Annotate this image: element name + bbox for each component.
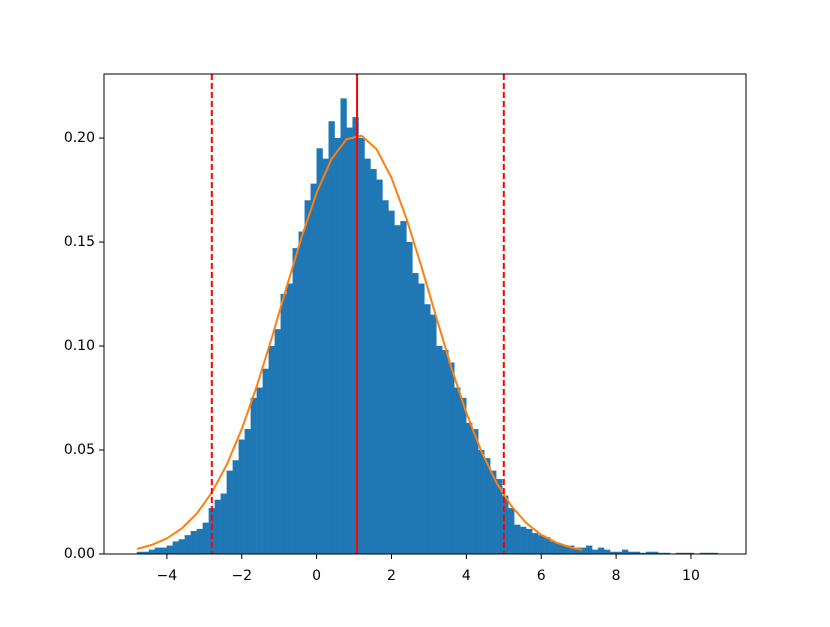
bar (334, 137, 341, 555)
bar (220, 493, 227, 555)
bar (298, 231, 305, 555)
bar (460, 397, 467, 555)
x-tick-label: 4 (462, 568, 471, 584)
bar (280, 293, 287, 555)
bar (226, 470, 233, 555)
bar (202, 522, 209, 555)
bar (346, 127, 353, 555)
bar (430, 314, 437, 555)
bar (508, 508, 515, 555)
bar (591, 549, 599, 555)
bar (586, 545, 593, 555)
bar (448, 362, 455, 555)
x-tick-label: 6 (537, 568, 546, 584)
bar (394, 225, 401, 555)
bar (406, 241, 413, 555)
bar (520, 526, 527, 555)
bar (256, 387, 263, 555)
bar (178, 539, 186, 555)
x-tick-label: 2 (387, 568, 396, 584)
bar (532, 533, 539, 555)
bar (370, 169, 377, 555)
bar (148, 549, 156, 555)
bar (418, 283, 425, 555)
x-tick-label: −2 (231, 568, 252, 584)
bar (322, 158, 329, 555)
bar (304, 200, 311, 555)
bar (597, 547, 605, 555)
bar (274, 329, 281, 555)
bar (550, 541, 557, 555)
bar (490, 470, 497, 555)
bar (310, 183, 317, 555)
x-tick-label: 10 (682, 568, 700, 584)
bar (160, 547, 168, 555)
bar (190, 530, 197, 555)
bar (526, 528, 533, 555)
y-tick-label: 0.05 (64, 442, 95, 458)
bar (603, 549, 611, 555)
bar (478, 449, 485, 555)
bar (250, 397, 257, 555)
x-tick-label: −4 (157, 568, 178, 584)
bar (328, 121, 335, 555)
bar (358, 137, 365, 555)
bar (268, 345, 275, 555)
bar (238, 439, 245, 555)
y-tick-label: 0.00 (64, 546, 95, 562)
bar (154, 547, 162, 555)
bar (184, 535, 191, 555)
plot-frame (103, 73, 747, 555)
bar (316, 148, 323, 555)
bar (262, 368, 269, 555)
x-tick-label: 8 (612, 568, 621, 584)
bar (442, 350, 449, 555)
bar (172, 541, 180, 555)
bar (340, 98, 347, 555)
bar (472, 429, 479, 555)
bar (400, 221, 407, 555)
y-tick-label: 0.10 (64, 338, 95, 354)
bar (364, 158, 371, 555)
bar (244, 429, 251, 555)
bar (214, 499, 221, 555)
bar (388, 210, 395, 555)
bar (286, 283, 293, 555)
bar (436, 345, 443, 555)
bar (232, 460, 239, 555)
bar (484, 458, 491, 555)
bar (538, 535, 545, 555)
bar (424, 304, 431, 555)
bar (196, 528, 203, 555)
bar (376, 179, 383, 555)
bar (166, 545, 174, 555)
bar (621, 549, 629, 555)
bar (466, 422, 473, 555)
y-tick-label: 0.15 (64, 234, 95, 250)
bar (412, 273, 419, 555)
y-tick-label: 0.20 (64, 130, 95, 146)
x-tick-label: 0 (312, 568, 321, 584)
bar (292, 248, 299, 555)
bar (382, 200, 389, 555)
bar (514, 524, 521, 555)
bar (454, 387, 461, 555)
